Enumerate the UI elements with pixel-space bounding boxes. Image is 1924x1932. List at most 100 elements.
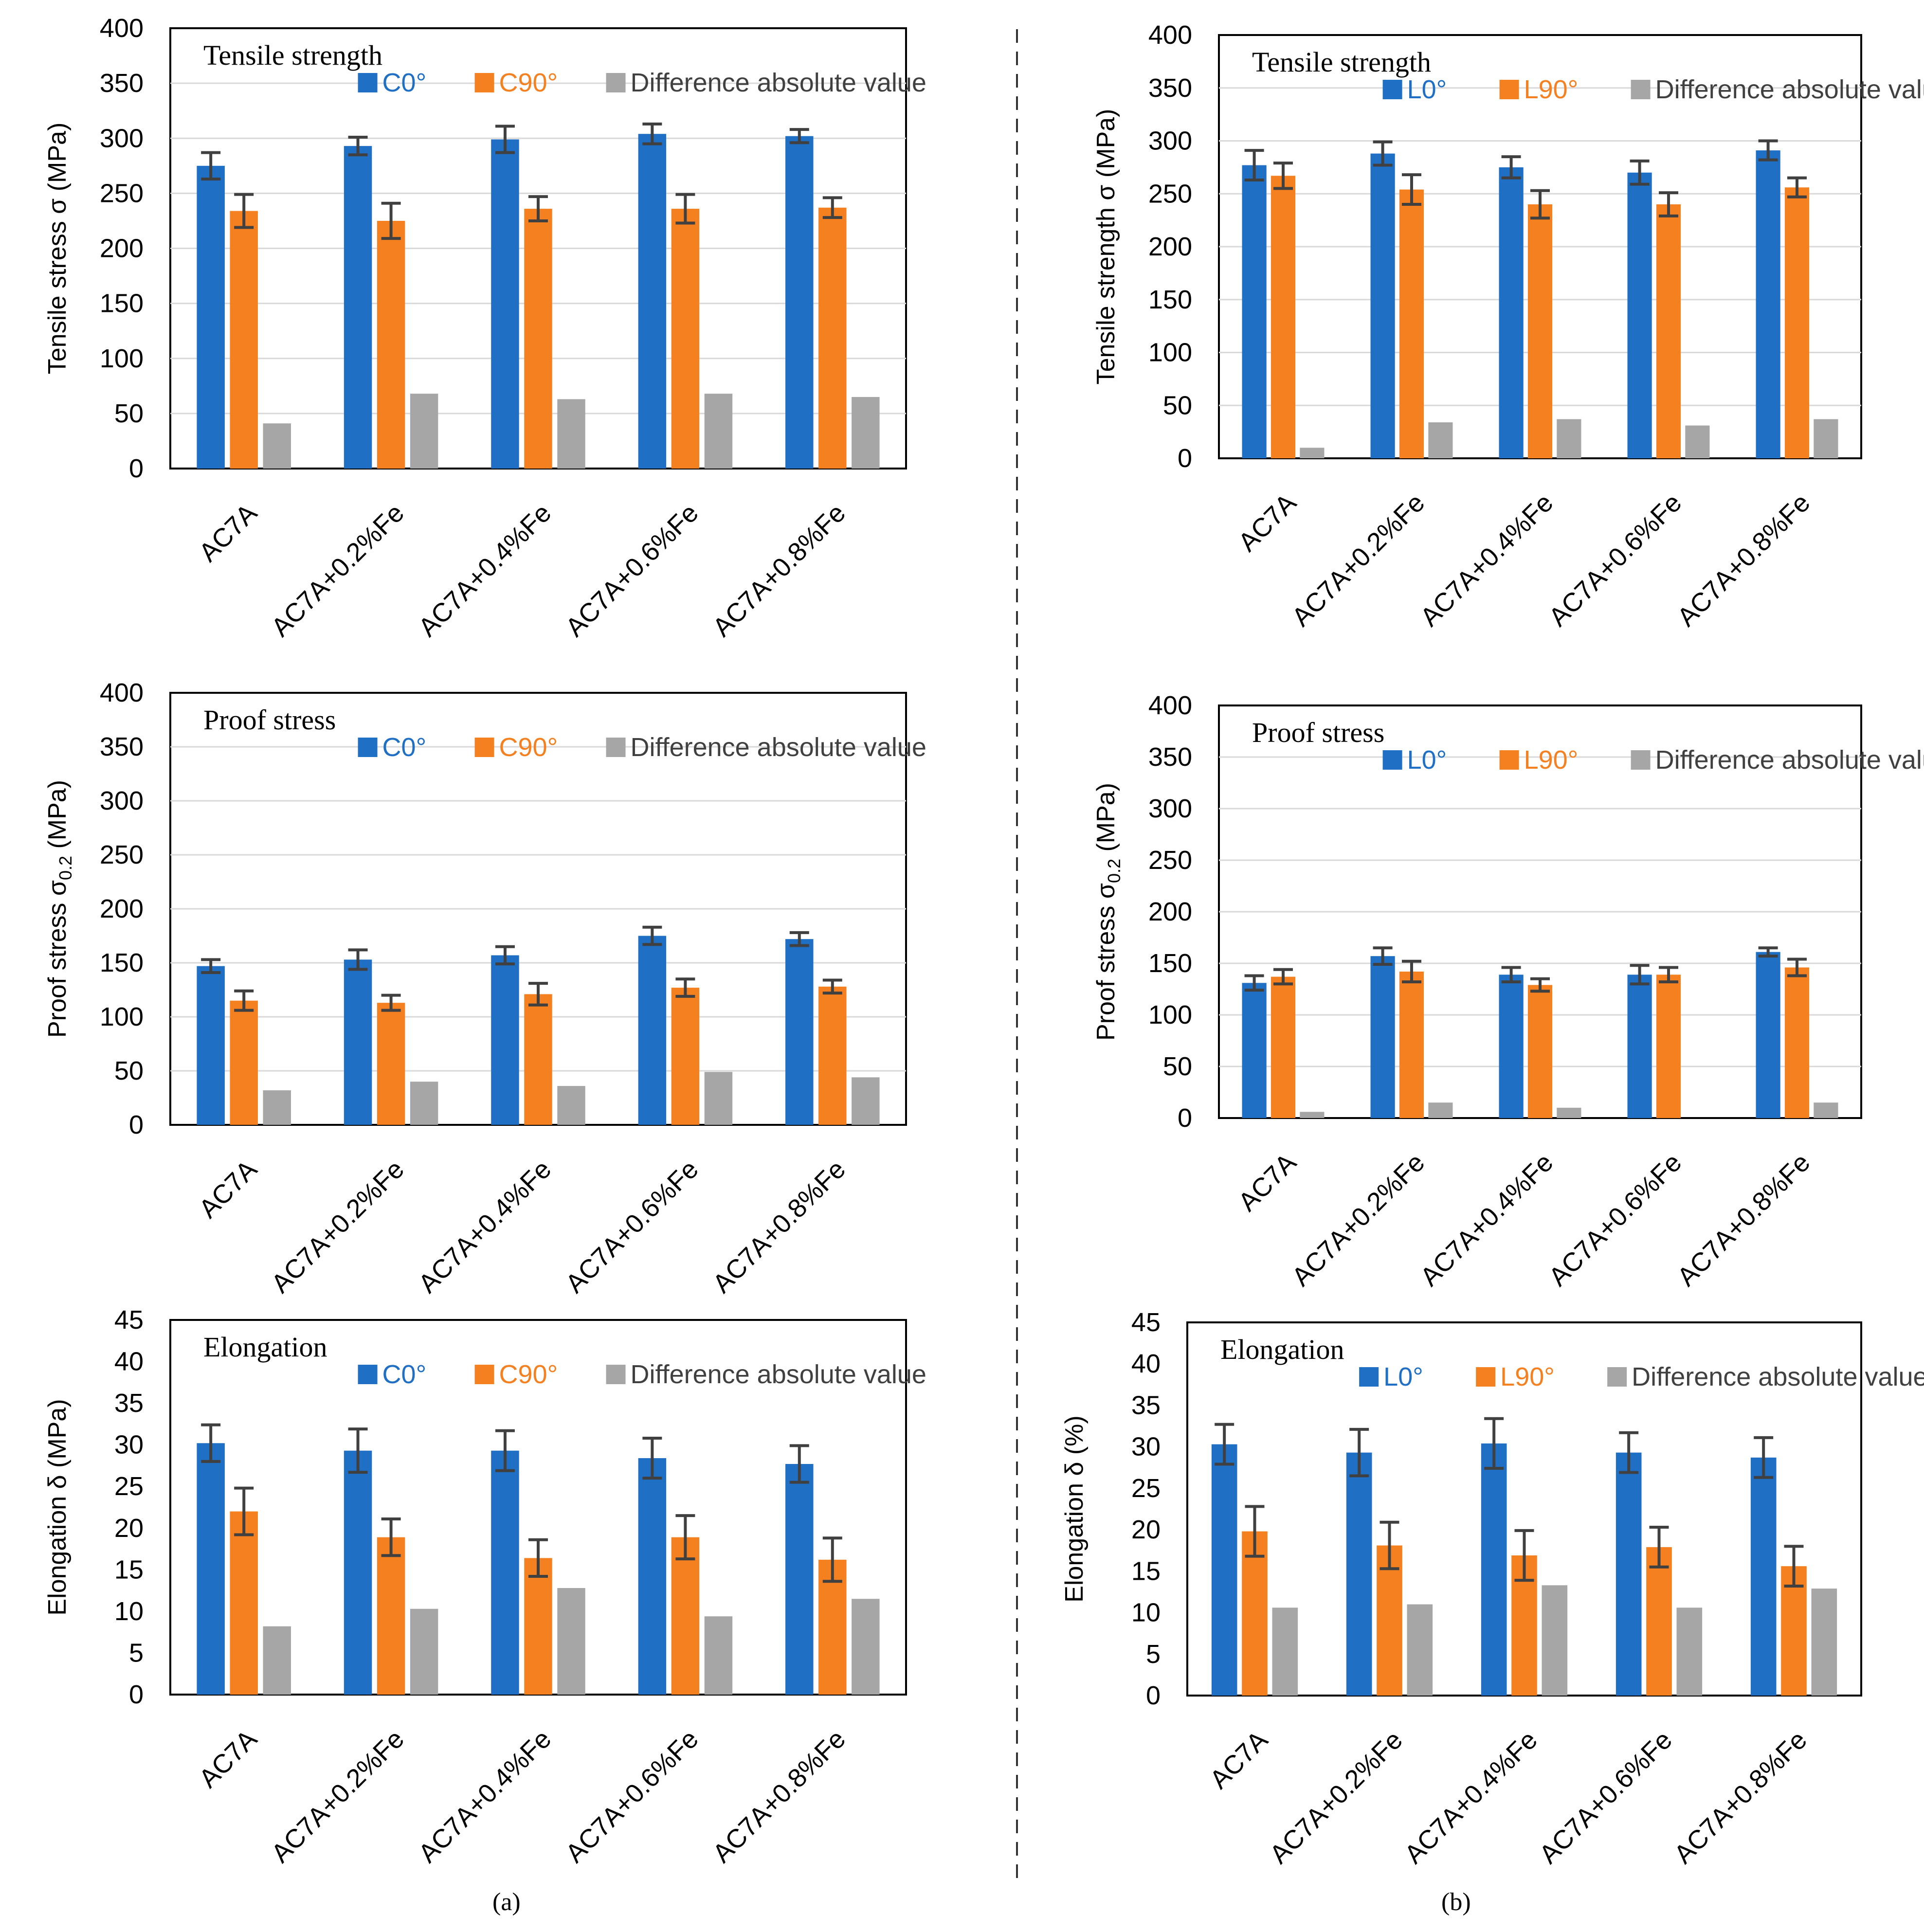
legend-label: L90° <box>1524 75 1579 104</box>
x-tick-label: AC7A+0.2%Fe <box>1286 1148 1430 1292</box>
bar-s3-5 <box>1814 419 1838 458</box>
bar-s1-1 <box>1242 983 1267 1118</box>
y-axis-label: Proof stress σ0.2 (MPa) <box>1092 783 1124 1041</box>
bar-s1-2 <box>344 146 372 469</box>
legend-swatch <box>1631 80 1651 99</box>
y-tick-label: 25 <box>1131 1474 1161 1503</box>
y-tick-label: 40 <box>1131 1349 1161 1378</box>
bar-s3-1 <box>1300 448 1325 458</box>
bar-s1-4 <box>638 1458 667 1695</box>
x-tick-label: AC7A+0.2%Fe <box>1286 488 1430 632</box>
legend-label: L0° <box>1383 1362 1423 1391</box>
y-tick-label: 0 <box>129 1110 144 1139</box>
chart-1: 0 50 100 150 200 250 300 350 400 Tensile stress σ… <box>43 14 926 642</box>
y-tick-label: 350 <box>1148 73 1192 103</box>
x-tick-label: AC7A <box>194 498 263 567</box>
y-tick-label: 20 <box>1131 1515 1161 1544</box>
y-tick-label: 300 <box>100 786 144 815</box>
bar-s3-1 <box>263 1626 291 1695</box>
bar-s3-2 <box>1428 422 1453 458</box>
y-tick-label: 150 <box>1148 285 1192 314</box>
bar-s2-5 <box>818 986 847 1125</box>
bar-s2-2 <box>377 220 405 469</box>
y-tick-label: 0 <box>1178 1103 1192 1133</box>
x-tick-label: AC7A+0.4%Fe <box>413 498 557 642</box>
legend-label: Difference absolute value <box>1632 1362 1924 1391</box>
y-tick-label: 400 <box>1148 691 1192 720</box>
y-tick-label: 35 <box>1131 1390 1161 1420</box>
y-tick-label: 30 <box>114 1430 144 1460</box>
x-tick-label: AC7A+0.8%Fe <box>1671 1148 1815 1292</box>
legend-swatch <box>606 738 626 757</box>
y-tick-label: 0 <box>1146 1681 1161 1710</box>
legend-label: Difference absolute value <box>1655 745 1924 775</box>
bar-s2-1 <box>230 211 258 469</box>
chart-6: 0 5 10 15 20 25 30 35 40 45 Elongation δ (%) Elonga… <box>1060 1308 1924 1869</box>
bar-s2-3 <box>524 994 552 1125</box>
bar-s3-5 <box>852 1599 880 1695</box>
y-axis-label: Proof stress σ0.2 (MPa) <box>43 780 75 1038</box>
legend-label: C0° <box>382 1360 427 1389</box>
y-tick-label: 400 <box>100 678 144 707</box>
x-tick-label: AC7A+0.2%Fe <box>266 498 410 642</box>
bar-s1-1 <box>197 1443 225 1695</box>
x-tick-label: AC7A+0.8%Fe <box>707 1724 851 1868</box>
chart-title: Proof stress <box>1252 717 1384 748</box>
y-tick-label: 50 <box>114 399 144 428</box>
y-tick-label: 100 <box>1148 1000 1192 1029</box>
y-tick-label: 100 <box>100 344 144 373</box>
bar-s3-1 <box>1300 1112 1325 1118</box>
legend-swatch <box>1382 750 1402 770</box>
legend-swatch <box>358 1365 378 1384</box>
x-tick-label: AC7A+0.6%Fe <box>1534 1725 1678 1869</box>
bar-s1-2 <box>344 959 372 1125</box>
chart-4: 0 50 100 150 200 250 300 350 400 Proof stress σ0.… <box>1092 691 1924 1292</box>
bar-s1-4 <box>638 936 667 1125</box>
bar-s2-3 <box>1527 985 1553 1118</box>
chart-title: Tensile strength <box>1252 46 1431 78</box>
bar-s3-5 <box>1814 1102 1838 1118</box>
bar-s3-3 <box>1557 1107 1581 1118</box>
x-tick-label: AC7A+0.2%Fe <box>266 1155 410 1299</box>
y-tick-label: 25 <box>114 1472 144 1501</box>
bar-s3-4 <box>704 1072 733 1125</box>
legend-swatch <box>1359 1367 1379 1387</box>
bar-s1-5 <box>1750 1457 1777 1696</box>
bar-s1-2 <box>1370 153 1395 459</box>
bar-s2-3 <box>524 209 552 469</box>
bar-s2-4 <box>671 988 700 1125</box>
bar-s3-4 <box>704 394 733 469</box>
bar-s1-5 <box>785 136 814 469</box>
legend-label: C0° <box>382 733 427 762</box>
bar-s3-2 <box>1428 1102 1453 1118</box>
bar-s3-4 <box>1685 425 1710 458</box>
bar-s2-5 <box>1784 187 1810 458</box>
legend-label: L0° <box>1407 745 1447 775</box>
x-tick-label: AC7A+0.4%Fe <box>1415 488 1559 632</box>
x-tick-label: AC7A+0.4%Fe <box>413 1155 557 1299</box>
bar-s3-1 <box>263 1090 291 1125</box>
y-tick-label: 200 <box>100 234 144 263</box>
bar-s1-2 <box>1346 1452 1372 1696</box>
y-tick-label: 250 <box>100 840 144 869</box>
bar-s2-1 <box>1242 1531 1268 1696</box>
y-tick-label: 35 <box>114 1389 144 1418</box>
bar-s1-3 <box>491 139 519 469</box>
x-tick-label: AC7A+0.8%Fe <box>1671 488 1815 632</box>
bar-s2-2 <box>1399 189 1424 458</box>
x-tick-label: AC7A+0.4%Fe <box>1399 1725 1543 1869</box>
legend-swatch <box>474 738 494 757</box>
y-tick-label: 10 <box>114 1597 144 1626</box>
x-tick-label: AC7A+0.8%Fe <box>1669 1725 1813 1869</box>
x-tick-label: AC7A+0.6%Fe <box>560 1155 704 1299</box>
y-tick-label: 20 <box>114 1514 144 1543</box>
legend-swatch <box>606 1365 626 1384</box>
bar-s2-3 <box>1527 204 1553 458</box>
y-axis-label: Tensile stress σ (MPa) <box>43 123 72 375</box>
bar-s1-1 <box>197 165 225 469</box>
bar-s2-1 <box>230 1511 258 1695</box>
y-tick-label: 350 <box>1148 742 1192 772</box>
legend-label: L90° <box>1500 1362 1555 1391</box>
bar-s2-1 <box>1271 976 1296 1118</box>
bar-s3-5 <box>1811 1589 1837 1696</box>
